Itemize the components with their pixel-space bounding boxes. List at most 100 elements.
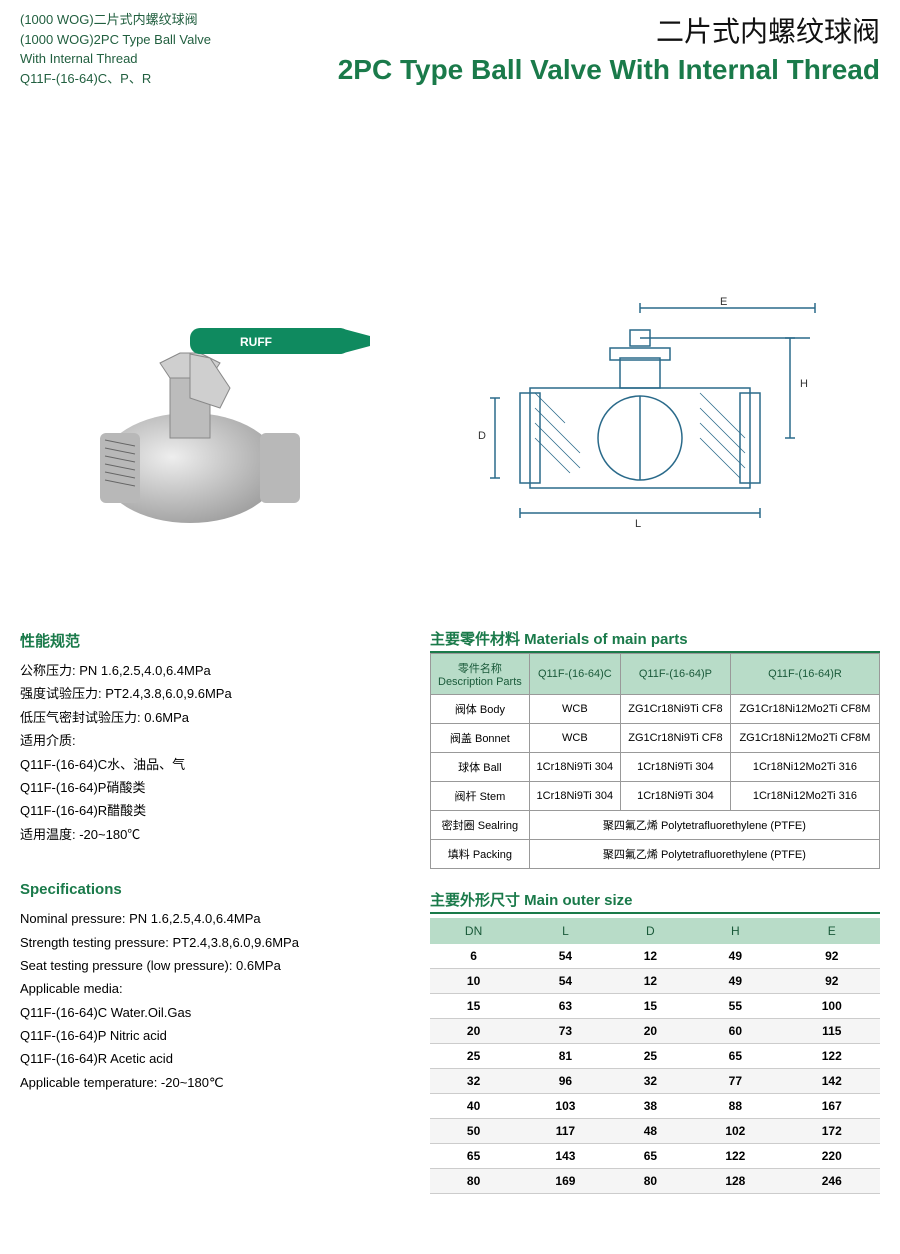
size-cell: 246 — [784, 1169, 880, 1194]
size-cell: 77 — [687, 1069, 783, 1094]
right-column: 主要零件材料 Materials of main parts 零件名称 Desc… — [430, 628, 880, 1194]
size-cell: 65 — [687, 1044, 783, 1069]
dim-label-d: D — [478, 430, 486, 442]
mat-cell: ZG1Cr18Ni12Mo2Ti CF8M — [730, 695, 879, 724]
spec-line: Q11F-(16-64)P Nitric acid — [20, 1024, 400, 1047]
size-cell: 54 — [517, 944, 613, 969]
mat-cell-merged: 聚四氟乙烯 Polytetrafluorethylene (PTFE) — [529, 811, 879, 840]
size-cell: 25 — [614, 1044, 687, 1069]
size-col: L — [517, 918, 613, 944]
size-cell: 115 — [784, 1019, 880, 1044]
size-cell: 55 — [687, 994, 783, 1019]
spec-line: Q11F-(16-64)P硝酸类 — [20, 776, 400, 799]
sizes-heading: 主要外形尺寸 Main outer size — [430, 889, 880, 914]
size-cell: 172 — [784, 1119, 880, 1144]
size-cell: 128 — [687, 1169, 783, 1194]
spec-line: Strength testing pressure: PT2.4,3.8,6.0… — [20, 931, 400, 954]
size-cell: 65 — [430, 1144, 517, 1169]
spec-line: Applicable media: — [20, 977, 400, 1000]
title-cn: 二片式内螺纹球阀 — [338, 10, 880, 50]
size-cell: 169 — [517, 1169, 613, 1194]
product-photo: RUFF — [70, 258, 370, 558]
size-cell: 15 — [614, 994, 687, 1019]
size-cell: 54 — [517, 969, 613, 994]
specs-cn-block: 性能规范 公称压力: PN 1.6,2.5,4.0,6.4MPa 强度试验压力:… — [20, 628, 400, 846]
dim-label-l: L — [635, 518, 641, 530]
spec-line: 适用温度: -20~180℃ — [20, 823, 400, 846]
size-cell: 102 — [687, 1119, 783, 1144]
mat-cell: 1Cr18Ni9Ti 304 — [529, 782, 620, 811]
size-cell: 122 — [784, 1044, 880, 1069]
spec-line: Q11F-(16-64)R Acetic acid — [20, 1047, 400, 1070]
mat-row-label: 填料 Packing — [431, 840, 530, 869]
size-cell: 92 — [784, 944, 880, 969]
size-cell: 38 — [614, 1094, 687, 1119]
size-cell: 117 — [517, 1119, 613, 1144]
size-cell: 6 — [430, 944, 517, 969]
mat-row-label: 球体 Ball — [431, 753, 530, 782]
spec-line: 适用介质: — [20, 729, 400, 752]
sizes-table: DNLDHE 654124992105412499215631555100207… — [430, 918, 880, 1194]
size-col: E — [784, 918, 880, 944]
size-cell: 80 — [614, 1169, 687, 1194]
spec-line: Nominal pressure: PN 1.6,2.5,4.0,6.4MPa — [20, 907, 400, 930]
size-cell: 25 — [430, 1044, 517, 1069]
mat-col: Q11F-(16-64)P — [620, 654, 730, 695]
mat-cell-merged: 聚四氟乙烯 Polytetrafluorethylene (PTFE) — [529, 840, 879, 869]
size-cell: 122 — [687, 1144, 783, 1169]
spec-line: Q11F-(16-64)C Water.Oil.Gas — [20, 1001, 400, 1024]
mat-cell: 1Cr18Ni9Ti 304 — [620, 782, 730, 811]
spec-line: 强度试验压力: PT2.4,3.8,6.0,9.6MPa — [20, 682, 400, 705]
spec-line: 低压气密封试验压力: 0.6MPa — [20, 706, 400, 729]
size-cell: 143 — [517, 1144, 613, 1169]
size-cell: 48 — [614, 1119, 687, 1144]
size-cell: 50 — [430, 1119, 517, 1144]
mat-row-label: 阀盖 Bonnet — [431, 724, 530, 753]
size-cell: 32 — [430, 1069, 517, 1094]
mat-cell: 1Cr18Ni9Ti 304 — [620, 753, 730, 782]
size-cell: 60 — [687, 1019, 783, 1044]
mat-cell: 1Cr18Ni9Ti 304 — [529, 753, 620, 782]
size-col: H — [687, 918, 783, 944]
spec-line: Q11F-(16-64)C水、油品、气 — [20, 753, 400, 776]
size-cell: 80 — [430, 1169, 517, 1194]
size-cell: 20 — [430, 1019, 517, 1044]
size-cell: 12 — [614, 944, 687, 969]
size-cell: 20 — [614, 1019, 687, 1044]
size-cell: 49 — [687, 969, 783, 994]
size-cell: 92 — [784, 969, 880, 994]
size-cell: 10 — [430, 969, 517, 994]
size-cell: 40 — [430, 1094, 517, 1119]
spec-line: 公称压力: PN 1.6,2.5,4.0,6.4MPa — [20, 659, 400, 682]
size-cell: 15 — [430, 994, 517, 1019]
mat-cell: ZG1Cr18Ni9Ti CF8 — [620, 695, 730, 724]
spec-line: Q11F-(16-64)R醋酸类 — [20, 799, 400, 822]
size-cell: 100 — [784, 994, 880, 1019]
header-title-block: 二片式内螺纹球阀 2PC Type Ball Valve With Intern… — [338, 10, 880, 86]
size-cell: 103 — [517, 1094, 613, 1119]
mat-row-label: 阀杆 Stem — [431, 782, 530, 811]
dim-label-e: E — [720, 296, 727, 308]
mat-cell: WCB — [529, 695, 620, 724]
specs-cn-heading: 性能规范 — [20, 628, 400, 655]
spec-line: Applicable temperature: -20~180℃ — [20, 1071, 400, 1094]
mat-cell: ZG1Cr18Ni12Mo2Ti CF8M — [730, 724, 879, 753]
size-cell: 220 — [784, 1144, 880, 1169]
mat-row-label: 阀体 Body — [431, 695, 530, 724]
dim-label-h: H — [800, 378, 808, 390]
diagram-area: RUFF — [20, 228, 880, 588]
specs-en-block: Specifications Nominal pressure: PN 1.6,… — [20, 876, 400, 1094]
technical-drawing: E H D L — [470, 278, 830, 538]
mat-col: Q11F-(16-64)C — [529, 654, 620, 695]
mat-cell: ZG1Cr18Ni9Ti CF8 — [620, 724, 730, 753]
size-cell: 142 — [784, 1069, 880, 1094]
title-en: 2PC Type Ball Valve With Internal Thread — [338, 54, 880, 86]
mat-cell: 1Cr18Ni12Mo2Ti 316 — [730, 753, 879, 782]
size-cell: 12 — [614, 969, 687, 994]
mat-row-label: 密封圈 Sealring — [431, 811, 530, 840]
mat-col: Q11F-(16-64)R — [730, 654, 879, 695]
size-cell: 81 — [517, 1044, 613, 1069]
mat-cell: 1Cr18Ni12Mo2Ti 316 — [730, 782, 879, 811]
materials-table: 零件名称 Description Parts Q11F-(16-64)C Q11… — [430, 653, 880, 869]
size-col: D — [614, 918, 687, 944]
